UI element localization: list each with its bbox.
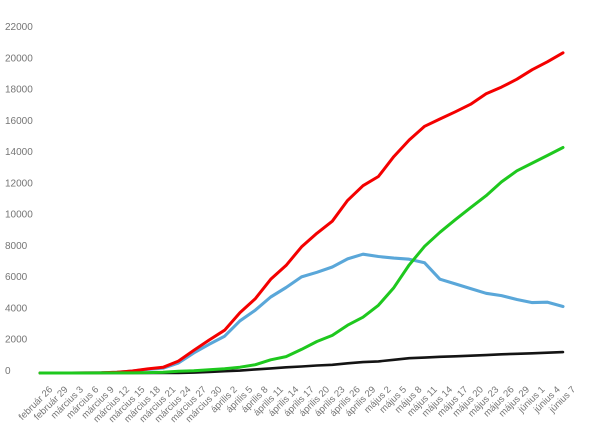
y-tick-label: 4000 (5, 304, 28, 315)
y-tick-label: 2000 (5, 335, 28, 346)
y-tick-label: 18000 (5, 85, 33, 96)
y-tick-label: 20000 (5, 53, 33, 64)
y-tick-label: 6000 (5, 272, 28, 283)
y-tick-label: 8000 (5, 241, 28, 252)
y-tick-label: 16000 (5, 116, 33, 127)
y-tick-label: 0 (5, 366, 11, 377)
series-red-line (38, 51, 565, 375)
series-black-line (38, 350, 565, 375)
y-tick-label: 14000 (5, 147, 33, 158)
y-tick-label: 10000 (5, 210, 33, 221)
y-tick-label: 22000 (5, 22, 33, 33)
y-tick-label: 12000 (5, 178, 33, 189)
series-green-line (38, 146, 565, 375)
